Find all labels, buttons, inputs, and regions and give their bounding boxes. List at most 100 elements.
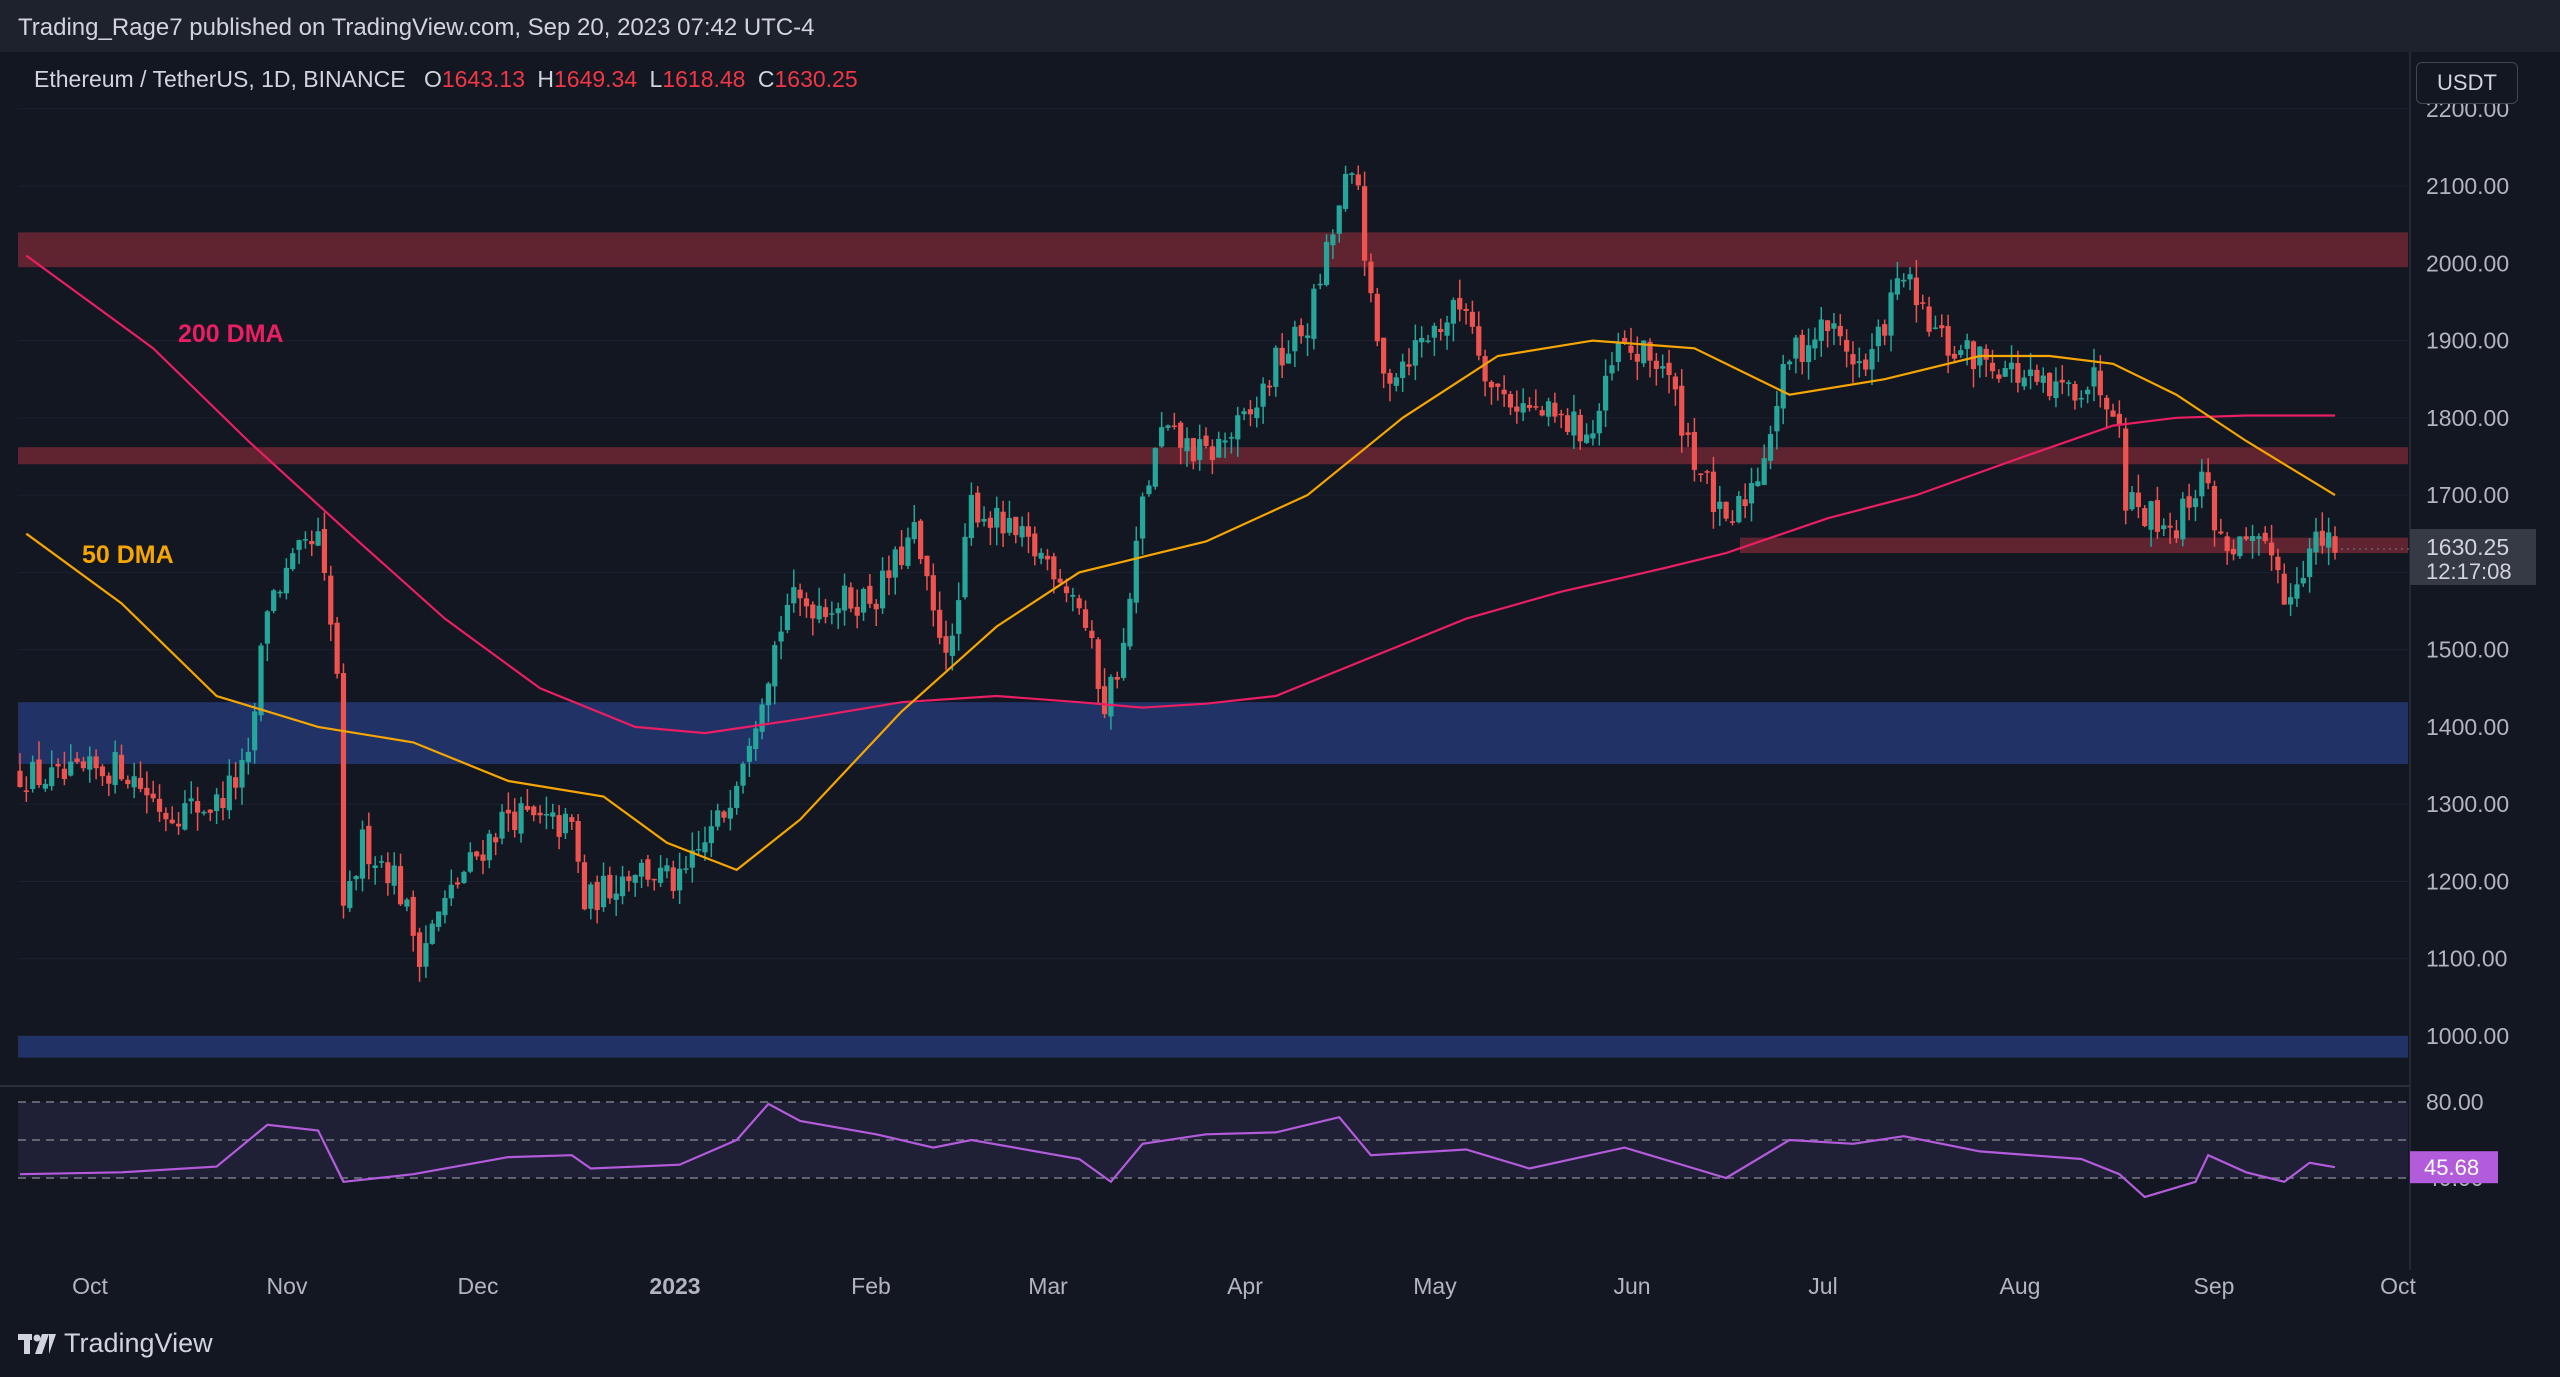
low-value: 1618.48	[662, 66, 746, 92]
candle-body	[416, 932, 423, 967]
candle-body	[1729, 521, 1736, 523]
candle-body	[638, 862, 645, 877]
y-tick-label: 1300.00	[2426, 791, 2509, 817]
candle-body	[1133, 540, 1139, 603]
candle-body	[600, 875, 607, 908]
candle-body	[467, 852, 473, 872]
candle-body	[359, 829, 366, 879]
candle-body	[1844, 339, 1850, 352]
candle-body	[1114, 677, 1120, 680]
candle-body	[220, 798, 226, 809]
candle-body	[1920, 302, 1926, 304]
candle-body	[2154, 500, 2161, 532]
price-chart[interactable]: 200 DMA 50 DMA 1000.00 1100.00 1200.00 1300.0…	[0, 52, 2560, 1320]
candle-body	[1431, 325, 1437, 338]
candle-body	[1412, 340, 1418, 366]
candle-body	[302, 539, 309, 541]
candle-body	[2205, 472, 2211, 484]
candle-body	[1679, 385, 1685, 436]
candle-body	[1019, 526, 1025, 538]
candle-body	[1095, 639, 1101, 689]
symbol-label[interactable]: Ethereum / TetherUS, 1D, BINANCE	[34, 66, 406, 92]
footer	[0, 1320, 2560, 1377]
candle-body	[404, 899, 410, 907]
candle-body	[524, 805, 530, 810]
close-value: 1630.25	[774, 66, 858, 92]
x-tick-label: Nov	[267, 1273, 308, 1299]
candle-body	[778, 631, 784, 642]
candle-body	[1951, 353, 1958, 359]
candle-body	[2173, 530, 2180, 539]
tradingview-brand[interactable]: TradingView	[18, 1328, 213, 1359]
candle-body	[1266, 385, 1273, 388]
rsi-line	[19, 1102, 2336, 1199]
candle-body	[277, 591, 283, 594]
candle-body	[1355, 174, 1361, 186]
candle-body	[2027, 369, 2034, 377]
candle-body	[543, 814, 550, 816]
price-axis[interactable]	[2410, 52, 2560, 1320]
candle-body	[1507, 394, 1514, 408]
candle-body	[1583, 434, 1590, 443]
candle-body	[2021, 377, 2027, 387]
open-label: O	[423, 66, 442, 92]
candle-body	[1996, 374, 2002, 379]
candle-body	[1704, 471, 1710, 473]
candle-body	[556, 815, 562, 837]
candle-body	[822, 607, 829, 617]
candle-body	[2319, 530, 2325, 546]
candle-body	[1710, 471, 1717, 512]
candle-body	[1945, 326, 1951, 356]
candle-body	[2072, 383, 2078, 401]
candle-body	[1444, 322, 1450, 336]
candle-body	[613, 893, 619, 900]
candle-body	[746, 745, 752, 762]
open-value: 1643.13	[441, 66, 525, 92]
candle-body	[334, 622, 340, 674]
candle-body	[245, 751, 251, 763]
candle-body	[125, 779, 131, 785]
candle-body	[1279, 347, 1285, 366]
candle-body	[2129, 492, 2135, 510]
candle-body	[2281, 573, 2287, 605]
candle-body	[1647, 341, 1653, 361]
candle-body	[1641, 340, 1647, 364]
candle-body	[886, 570, 892, 578]
candle-body	[765, 683, 772, 706]
candle-body	[1514, 406, 1520, 412]
candle-body	[1006, 518, 1013, 533]
candle-body	[2300, 577, 2306, 584]
candle-body	[594, 881, 600, 911]
y-tick-label: 1000.00	[2426, 1023, 2509, 1049]
currency-button[interactable]: USDT	[2416, 62, 2518, 104]
candle-body	[1082, 609, 1089, 628]
candle-body	[670, 867, 676, 891]
candle-body	[702, 842, 708, 853]
candle-body	[1831, 323, 1837, 329]
y-tick-label: 1700.00	[2426, 482, 2509, 508]
candle-body	[1501, 389, 1507, 395]
y-tick-label: 1800.00	[2426, 405, 2509, 431]
tradingview-logo-icon	[18, 1333, 56, 1354]
x-tick-label: Dec	[458, 1273, 499, 1299]
candle-body	[1869, 349, 1875, 370]
candle-body	[1222, 440, 1228, 443]
candle-body	[1032, 533, 1038, 557]
candles-group	[17, 165, 2338, 982]
candle-body	[499, 811, 505, 839]
candle-body	[924, 555, 930, 577]
candle-body	[772, 645, 778, 687]
candle-body	[410, 896, 416, 936]
candle-body	[1419, 337, 1425, 343]
candle-body	[1812, 339, 1818, 349]
candle-body	[366, 825, 372, 865]
candle-body	[182, 803, 188, 830]
candle-body	[1520, 403, 1526, 413]
y-tick-label: 1400.00	[2426, 714, 2509, 740]
candle-body	[956, 600, 962, 634]
x-tick-label: Sep	[2194, 1273, 2235, 1299]
candle-body	[1159, 427, 1165, 447]
candle-body	[518, 803, 524, 834]
candle-body	[1901, 279, 1907, 282]
candle-body	[854, 606, 860, 616]
